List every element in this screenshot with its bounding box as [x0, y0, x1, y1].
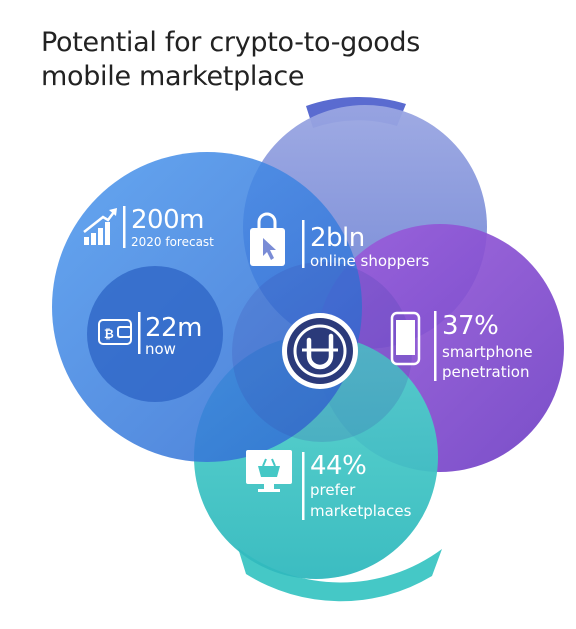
inner-blue-circle [87, 266, 223, 402]
forecast-label: 2020 forecast [131, 235, 214, 249]
forecast-value: 200m [131, 205, 204, 235]
diagram-title: Potential for crypto-to-goods mobile mar… [41, 26, 420, 94]
monitor-basket-icon [246, 450, 292, 492]
smartphone-icon [390, 311, 421, 366]
shoppers-value: 2bln [310, 223, 365, 253]
title-line-1: Potential for crypto-to-goods [41, 27, 421, 58]
bottom-arc-accent [238, 548, 442, 602]
now-divider [138, 312, 141, 354]
shoppers-divider [302, 220, 305, 268]
now-value: 22m [145, 313, 202, 343]
now-label: now [145, 340, 176, 358]
shoppers-label: online shoppers [310, 252, 429, 270]
marketplaces-divider [302, 452, 305, 520]
smartphone-value: 37% [442, 311, 498, 341]
smartphone-divider [434, 311, 437, 381]
marketplaces-value: 44% [310, 451, 366, 481]
forecast-divider [123, 206, 126, 248]
utrade-logo-icon [282, 313, 358, 389]
smartphone-label-line-1: smartphone [442, 343, 533, 361]
shopping-bag-icon [250, 212, 285, 266]
marketplaces-label-line-1: prefer [310, 481, 356, 499]
marketplaces-label-line-2: marketplaces [310, 502, 412, 520]
growth-chart-icon [83, 208, 117, 245]
svg-text:₿: ₿ [104, 327, 114, 341]
title-line-2: mobile marketplace [41, 61, 305, 92]
bitcoin-wallet-icon: ₿ [98, 319, 132, 345]
smartphone-label-line-2: penetration [442, 363, 529, 381]
